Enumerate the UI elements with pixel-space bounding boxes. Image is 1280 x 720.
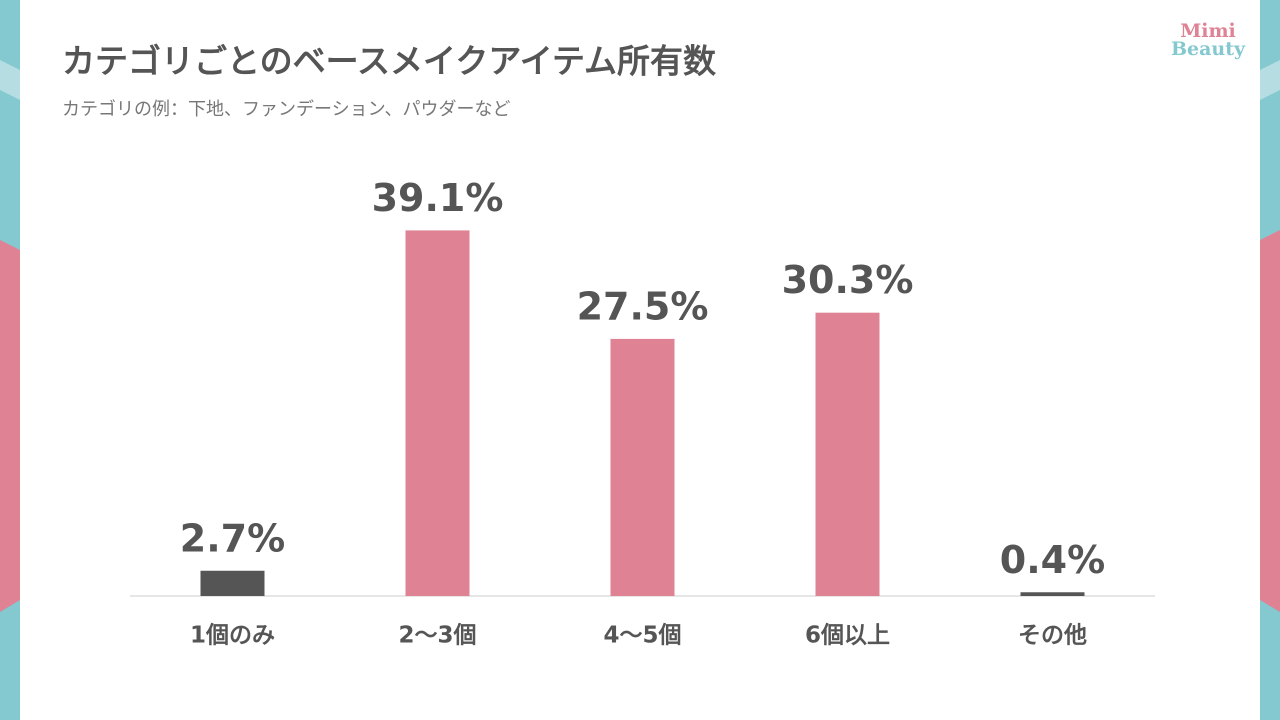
value-label: 27.5% [577, 284, 709, 328]
x-tick-label: その他 [1018, 623, 1087, 649]
value-label: 0.4% [1000, 538, 1105, 582]
x-tick-label: 1個のみ [190, 623, 275, 649]
bar [1020, 592, 1085, 596]
logo-line: Mimi [1180, 20, 1236, 42]
right-accent [1260, 230, 1280, 612]
bar [610, 338, 675, 596]
left-accent-light [0, 60, 20, 100]
value-label: 30.3% [782, 258, 914, 302]
bar [815, 312, 880, 596]
right-accent-light [1260, 60, 1280, 100]
x-tick-label: 2〜3個 [398, 623, 476, 649]
left-accent [0, 240, 20, 612]
x-tick-label: 4〜5個 [603, 623, 681, 649]
chart-subtitle: カテゴリの例：下地、ファンデーション、パウダーなど [62, 99, 511, 120]
value-label: 2.7% [180, 516, 285, 560]
chart-title: カテゴリごとのベースメイクアイテム所有数 [62, 42, 717, 81]
logo-line: Beauty [1171, 38, 1246, 60]
value-label: 39.1% [372, 176, 504, 220]
bar [405, 230, 470, 597]
bar [200, 570, 265, 596]
x-tick-label: 6個以上 [805, 623, 890, 649]
